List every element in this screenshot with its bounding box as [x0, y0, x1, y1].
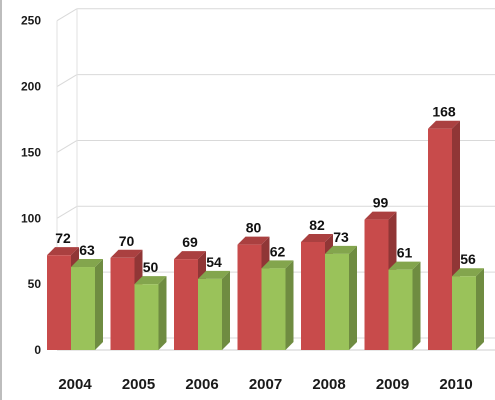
bar-side [158, 276, 167, 350]
bars [47, 120, 484, 350]
gridline-side-100 [56, 205, 78, 219]
bar-front [325, 253, 349, 350]
x-tick-label: 2010 [439, 376, 472, 393]
bar-top [71, 259, 103, 268]
bar-top [428, 120, 460, 129]
data-label: 80 [246, 220, 262, 236]
x-axis: 2004 2005 2006 2007 2008 2009 2010 [58, 376, 472, 393]
bar-side [222, 270, 230, 350]
data-label: 61 [397, 245, 413, 261]
bar-2009-s2 [388, 261, 421, 350]
left-frame-edge [0, 0, 2, 400]
x-tick-label: 2009 [376, 376, 409, 393]
data-label: 168 [432, 104, 456, 120]
bar-front [198, 278, 222, 350]
y-tick-label: 0 [34, 343, 41, 357]
bar-front [237, 244, 262, 350]
data-label: 56 [460, 251, 476, 267]
bar-2008-s2 [325, 245, 357, 350]
data-label: 99 [373, 195, 389, 211]
bar-front [388, 269, 413, 350]
bar-front [71, 267, 95, 350]
bar-front [452, 276, 476, 350]
bar-side [349, 245, 357, 350]
bar-top [301, 234, 333, 242]
bar-top [174, 251, 206, 260]
data-labels: 72 63 70 50 69 54 80 62 82 73 99 61 168 56 [55, 104, 476, 275]
y-tick-label: 50 [28, 277, 42, 291]
bar-side [412, 261, 421, 350]
bar-front [364, 219, 389, 350]
data-label: 54 [206, 254, 222, 270]
gridline-side-250 [56, 8, 78, 22]
y-tick-label: 250 [21, 14, 41, 28]
bar-2010-s2 [452, 268, 484, 350]
gridline-side-150 [56, 140, 78, 153]
bar-2005-s2 [134, 276, 167, 350]
bar-side [285, 260, 294, 350]
bar-top [364, 211, 397, 220]
bar-front [174, 259, 198, 350]
data-label: 50 [143, 259, 159, 275]
y-tick-label: 200 [21, 80, 41, 94]
data-label: 72 [55, 230, 71, 246]
bar-top [388, 261, 421, 270]
data-label: 73 [333, 229, 349, 245]
data-label: 82 [309, 217, 325, 233]
x-tick-label: 2006 [185, 376, 218, 393]
bar-top [261, 260, 294, 269]
y-tick-label: 100 [21, 211, 41, 225]
bar-top [198, 270, 230, 279]
data-label: 63 [79, 242, 95, 258]
bar-front [134, 284, 159, 350]
x-tick-label: 2007 [249, 376, 282, 393]
y-axis: 0 50 100 150 200 250 [21, 14, 41, 357]
x-tick-label: 2008 [312, 376, 345, 393]
gridline-side-200 [56, 74, 78, 88]
bar-top [134, 276, 167, 285]
bar-top [325, 245, 357, 254]
y-tick-label: 150 [21, 145, 41, 159]
data-label: 62 [270, 243, 286, 259]
data-label: 69 [182, 234, 198, 250]
bar-top [237, 236, 270, 245]
bar-top [110, 249, 143, 258]
bar-side [95, 259, 103, 350]
x-tick-label: 2005 [122, 376, 155, 393]
bar-side [476, 268, 484, 350]
bar-top [452, 268, 484, 277]
bar-2006-s2 [198, 270, 230, 350]
bar-top [47, 247, 79, 256]
bar-2004-s2 [71, 259, 103, 350]
bar-front [261, 268, 286, 350]
x-tick-label: 2004 [58, 376, 92, 393]
bar-front [301, 242, 325, 350]
bar-front [428, 128, 452, 350]
bar-front [47, 255, 71, 350]
bar-front [110, 257, 135, 350]
bar-2007-s2 [261, 260, 294, 350]
data-label: 70 [119, 233, 135, 249]
